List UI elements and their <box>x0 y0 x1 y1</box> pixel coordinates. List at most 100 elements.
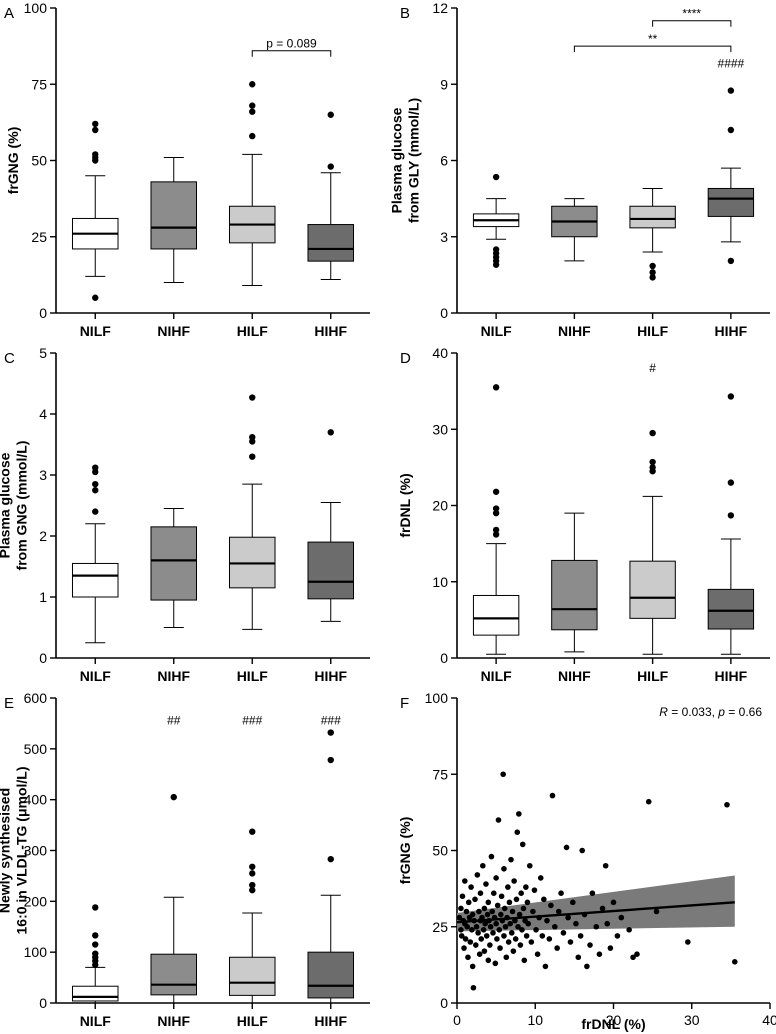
scatter-point <box>506 899 513 906</box>
scatter-point <box>575 954 582 961</box>
scatter-point <box>533 927 539 933</box>
scatter-point <box>731 959 738 965</box>
scatter-point <box>485 957 492 964</box>
scatter-point <box>464 923 470 930</box>
scatter-point <box>480 862 486 869</box>
outlier-point <box>249 870 256 877</box>
outlier-point <box>727 87 735 94</box>
scatter-point <box>497 945 503 951</box>
box-hilf <box>629 205 676 229</box>
x-tick-label: NILF <box>80 1013 112 1029</box>
scatter-point <box>458 933 465 939</box>
scatter-point <box>508 856 514 863</box>
scatter-point <box>482 920 488 927</box>
outlier-point <box>92 487 99 494</box>
scatter-point <box>493 920 499 927</box>
scatter-point <box>480 927 487 933</box>
scatter-point <box>534 951 541 957</box>
scatter-point <box>501 866 507 872</box>
scatter-point <box>483 881 489 887</box>
panel-letter: A <box>4 5 14 22</box>
scatter-point <box>476 908 482 915</box>
scatter-point <box>458 905 464 912</box>
panel-letter: C <box>4 350 15 367</box>
panel-d: 0 10 20 30 40 NILF NIHF HILF HIHF frDNL (%) D # <box>397 345 770 684</box>
scatter-point <box>541 896 547 903</box>
scatter-point <box>493 875 499 881</box>
panel-letter: D <box>400 350 411 367</box>
scatter-point <box>474 872 481 878</box>
scatter-point <box>498 911 504 918</box>
y-axis-label: Plasma glucose <box>0 452 13 558</box>
significance-mark: ### <box>242 713 262 727</box>
y-tick-label: 40 <box>432 345 448 361</box>
scatter-point <box>587 942 593 948</box>
y-tick-label: 10 <box>432 574 448 590</box>
box-nilf <box>472 594 520 636</box>
significance-mark: ## <box>167 713 181 727</box>
x-tick-label: HILF <box>637 668 669 684</box>
outlier-point <box>492 531 500 538</box>
scatter-point <box>502 923 509 930</box>
panel-c: 0 1 2 3 4 5 NILF NIHF HILF HIHF Plasma glucose from… <box>0 345 370 684</box>
y-tick-label: 3 <box>39 467 47 483</box>
y-tick-label: 20 <box>432 498 448 514</box>
scatter-point <box>472 896 478 903</box>
scatter-point <box>510 948 517 954</box>
outlier-point <box>327 111 334 118</box>
significance-mark: ### <box>321 713 341 727</box>
outlier-point <box>249 102 256 109</box>
scatter-point <box>472 942 479 948</box>
box-nihf <box>150 953 198 996</box>
panel-e: 0 100 200 300 400 500 600 NILF NIHF HILF HIHF Newly… <box>0 690 370 1029</box>
y-tick-label: 12 <box>432 0 448 16</box>
scatter-point <box>519 927 525 933</box>
scatter-point <box>465 899 472 906</box>
scatter-point <box>509 908 516 915</box>
y-tick-label: 0 <box>440 650 448 666</box>
x-tick-label: NILF <box>481 323 513 339</box>
y-tick-label: 30 <box>432 421 448 437</box>
outlier-point <box>327 756 334 764</box>
scatter-point <box>496 927 503 933</box>
outlier-point <box>327 163 334 170</box>
x-tick-label: 30 <box>684 1012 700 1028</box>
x-tick-label: NIHF <box>558 323 591 339</box>
scatter-point <box>494 936 500 942</box>
scatter-point <box>513 896 520 903</box>
outlier-point <box>92 904 99 911</box>
scatter-point <box>573 920 579 927</box>
x-tick-label: NIHF <box>558 668 591 684</box>
panel-letter: B <box>400 5 410 22</box>
scatter-point <box>584 963 590 970</box>
outlier-point <box>327 855 334 863</box>
y-tick-label: 0 <box>39 650 47 666</box>
outlier-point <box>727 126 735 134</box>
scatter-point <box>459 893 466 900</box>
y-tick-label: 0 <box>440 305 448 321</box>
box-hilf <box>228 956 276 996</box>
significance-bracket <box>251 50 332 57</box>
scatter-point <box>558 890 564 896</box>
scatter-point <box>487 923 494 930</box>
scatter-point <box>511 878 517 884</box>
scatter-point <box>479 914 485 921</box>
panel-letter: E <box>4 695 14 712</box>
x-tick-label: HIHF <box>314 323 347 339</box>
y-tick-label: 2 <box>39 528 47 544</box>
outlier-point <box>249 108 256 115</box>
outlier-point <box>492 173 500 181</box>
x-axis-label: frDNL (%) <box>581 1016 645 1032</box>
x-tick-label: HIHF <box>314 1013 347 1029</box>
scatter-point <box>501 933 507 939</box>
scatter-point <box>462 878 468 884</box>
scatter-point <box>685 939 691 945</box>
y-tick-label: 75 <box>31 76 47 92</box>
y-tick-label: 0 <box>39 305 47 321</box>
x-tick-label: HILF <box>237 1013 269 1029</box>
y-axis-label: from GLY (mmol/L) <box>406 98 422 223</box>
significance-mark: # <box>649 361 656 375</box>
scatter-point <box>507 920 514 927</box>
scatter-point <box>645 798 652 805</box>
